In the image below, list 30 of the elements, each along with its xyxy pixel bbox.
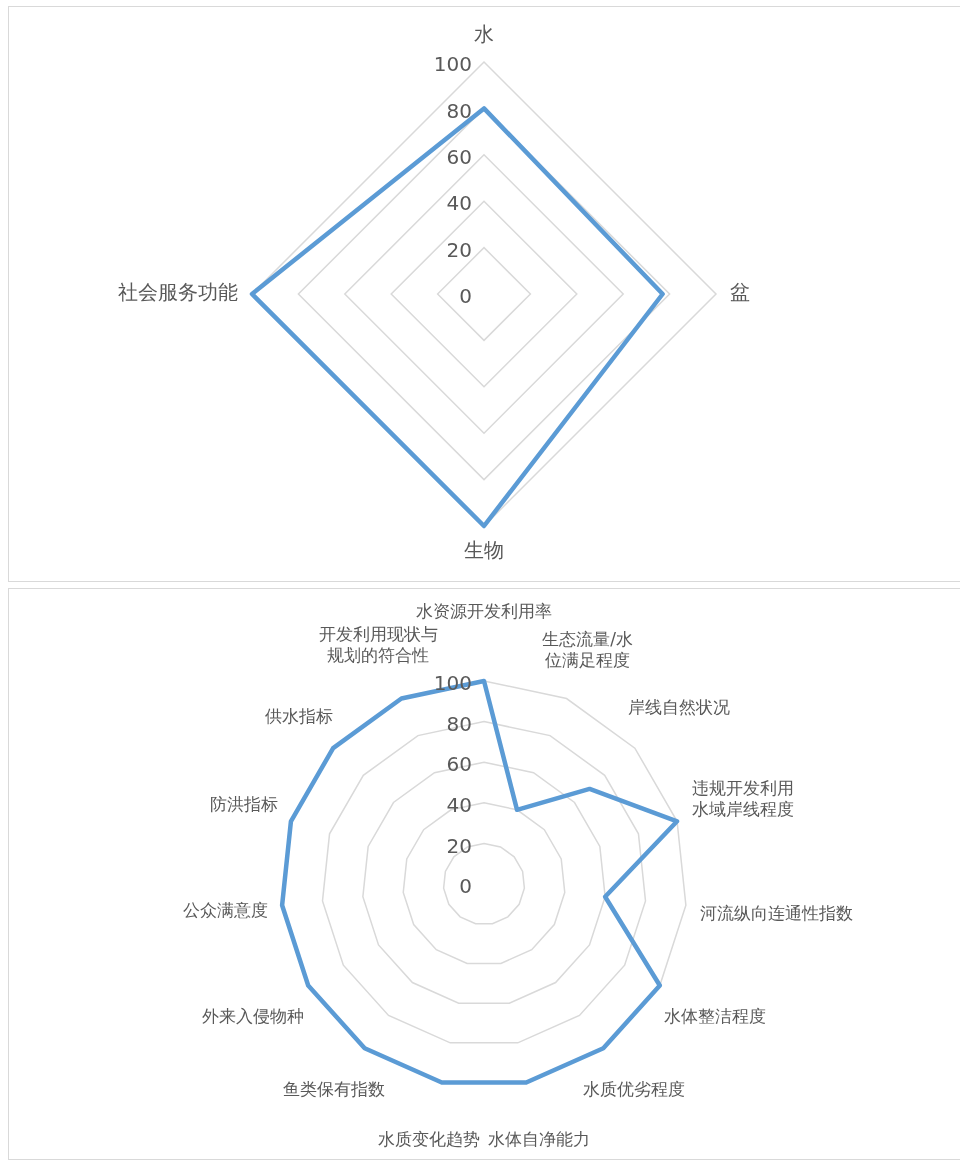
- spoke-label: 鱼类保有指数: [282, 1079, 385, 1100]
- y-tick-label: 100: [433, 52, 472, 77]
- spoke-label: 水: [474, 22, 494, 47]
- spoke-label: 水资源开发利用率: [416, 600, 552, 621]
- spoke-label: 开发利用现状与规划的符合性: [318, 624, 438, 666]
- spoke-label: 公众满意度: [182, 899, 268, 920]
- spoke-label: 水质优劣程度: [583, 1079, 686, 1100]
- y-tick-label: 40: [446, 793, 472, 817]
- spoke-label: 水质变化趋势: [378, 1129, 481, 1150]
- spoke-label: 生物: [464, 538, 504, 563]
- spoke-label: 生态流量/水位满足程度: [542, 629, 633, 671]
- y-tick-label: 80: [446, 98, 472, 123]
- spoke-label: 岸线自然状况: [627, 697, 730, 718]
- y-tick-label: 60: [446, 145, 472, 169]
- spoke-label: 水体自净能力: [487, 1129, 590, 1150]
- y-tick-label: 0: [459, 874, 472, 899]
- y-tick-label: 80: [446, 711, 472, 736]
- spoke-label: 水体整洁程度: [663, 1005, 766, 1026]
- spoke-label: 社会服务功能: [118, 280, 238, 305]
- y-tick-label: 20: [446, 237, 472, 262]
- spoke-label: 防洪指标: [209, 794, 278, 815]
- y-tick-label: 20: [446, 833, 472, 858]
- spoke-label: 盆: [730, 280, 750, 305]
- spoke-label: 违规开发利用水域岸线程度: [691, 777, 794, 819]
- y-tick-label: 40: [446, 191, 472, 216]
- y-tick-label: 0: [459, 284, 472, 309]
- spoke-label: 供水指标: [264, 705, 333, 726]
- spoke-label: 河流纵向连通性指数: [700, 903, 854, 924]
- spoke-label: 外来入侵物种: [202, 1005, 305, 1026]
- y-tick-label: 60: [446, 752, 472, 777]
